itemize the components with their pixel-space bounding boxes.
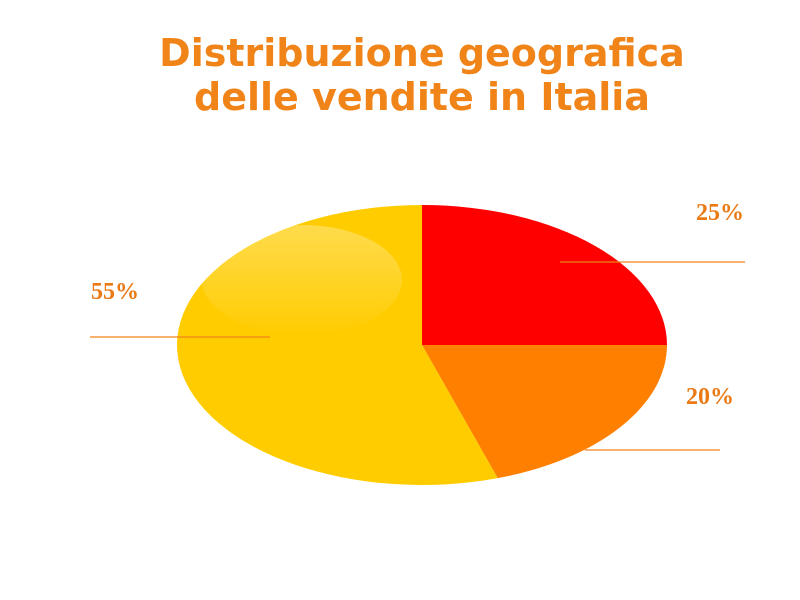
data-label: 55% [91,279,139,305]
pie-slice [422,345,667,479]
data-label: 25% [696,200,744,226]
gloss [202,225,402,335]
chart-title: delle vendite in Italia [194,75,650,119]
chart-title: Distribuzione geografica [159,31,685,75]
data-label: 20% [686,384,734,410]
pie-slice [422,205,667,345]
pie [177,205,667,485]
